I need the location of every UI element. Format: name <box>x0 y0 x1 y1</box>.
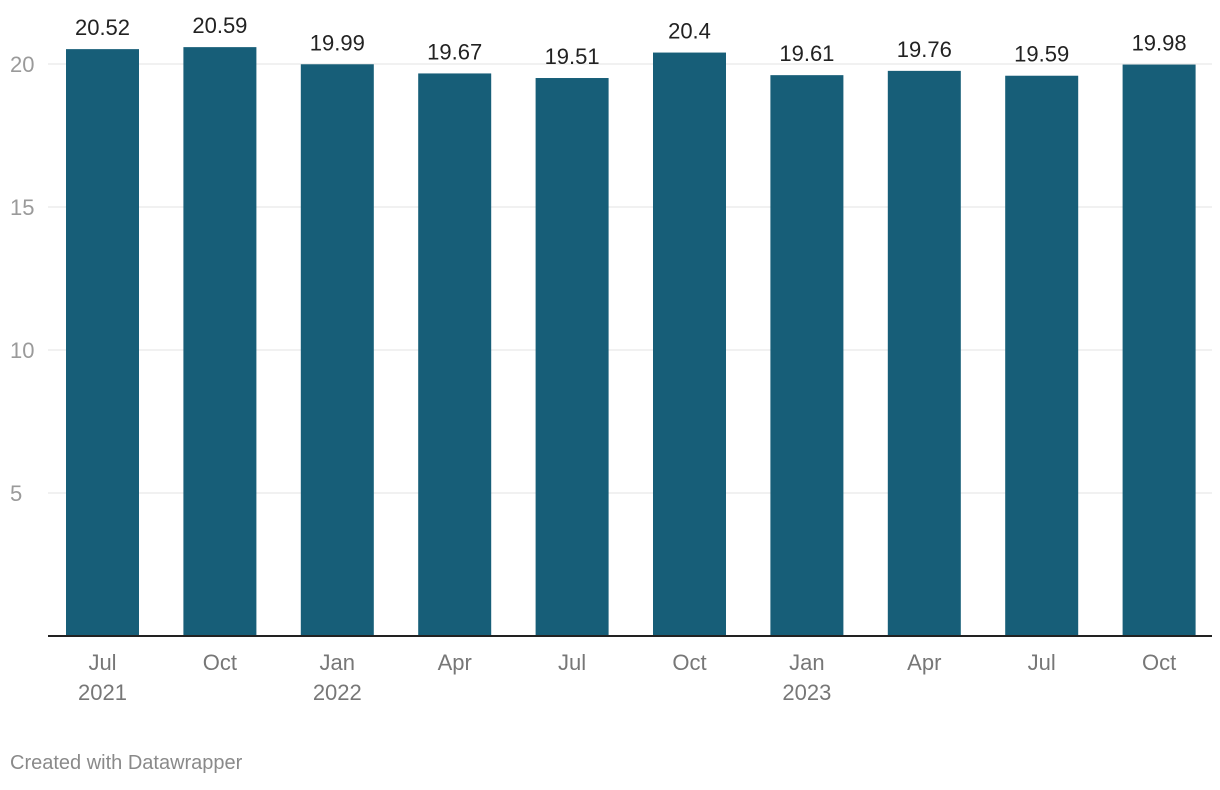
x-tick-label: Jul <box>88 650 116 675</box>
data-label: 19.59 <box>1014 42 1069 67</box>
data-label: 19.99 <box>310 30 365 55</box>
bar <box>770 75 844 637</box>
data-label: 19.61 <box>779 41 834 66</box>
x-tick-label: Oct <box>672 650 706 675</box>
x-tick-label: Jul <box>558 650 586 675</box>
x-tick-year: 2023 <box>782 680 831 705</box>
bar <box>653 52 726 637</box>
y-tick-label: 5 <box>10 481 22 506</box>
x-tick-label: Oct <box>203 650 237 675</box>
x-tick-label: Apr <box>907 650 941 675</box>
x-tick-label: Jul <box>1028 650 1056 675</box>
x-tick-year: 2022 <box>313 680 362 705</box>
bar <box>1005 75 1079 636</box>
bar <box>66 49 139 637</box>
data-label: 19.76 <box>897 37 952 62</box>
x-tick-label: Apr <box>438 650 472 675</box>
y-tick-label: 10 <box>10 338 34 363</box>
x-tick-label: Oct <box>1142 650 1176 675</box>
x-axis: Jul 2021 Oct Jan 2022 Apr Jul Oct Jan 2023 Apr Jul O… <box>48 635 1212 705</box>
data-label: 20.52 <box>75 15 130 40</box>
x-tick-label: Jan <box>320 650 355 675</box>
data-label: 20.4 <box>668 19 711 44</box>
bar <box>1122 64 1196 636</box>
bar <box>300 64 374 636</box>
data-label: 19.51 <box>545 44 600 69</box>
bar <box>418 73 492 637</box>
bar-chart: 5 10 15 20 20.52 20.59 19.99 19.67 19.51 20.4 19.… <box>10 13 1212 705</box>
x-tick-label: Jan <box>789 650 824 675</box>
bars <box>66 47 1196 637</box>
y-tick-label: 20 <box>10 52 34 77</box>
bar <box>183 47 257 637</box>
data-label: 19.67 <box>427 39 482 64</box>
x-tick-year: 2021 <box>78 680 127 705</box>
data-label: 20.59 <box>192 13 247 38</box>
data-labels: 20.52 20.59 19.99 19.67 19.51 20.4 19.61 19.76 1… <box>75 13 1187 69</box>
bar <box>535 78 609 637</box>
bar <box>887 70 961 636</box>
y-tick-label: 15 <box>10 195 34 220</box>
credit-text: Created with Datawrapper <box>10 752 243 774</box>
data-label: 19.98 <box>1132 31 1187 56</box>
